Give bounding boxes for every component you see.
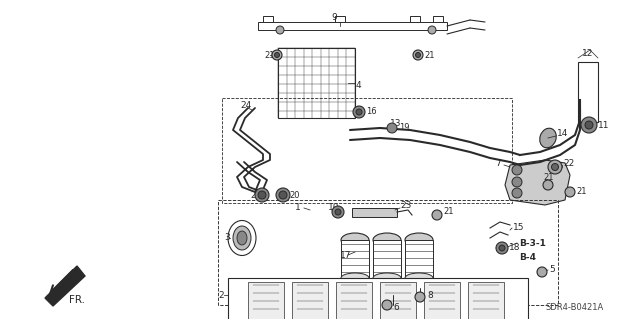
Text: 23: 23 [400, 202, 412, 211]
Ellipse shape [540, 128, 556, 148]
Text: SDR4-B0421A: SDR4-B0421A [545, 303, 604, 313]
Text: 21: 21 [264, 50, 275, 60]
Ellipse shape [233, 226, 251, 250]
Ellipse shape [405, 273, 433, 283]
Text: B-4: B-4 [519, 254, 536, 263]
Circle shape [496, 242, 508, 254]
Circle shape [552, 164, 559, 170]
Bar [228, 278, 528, 319]
Text: 5: 5 [549, 265, 555, 275]
Text: 9: 9 [331, 13, 337, 23]
Ellipse shape [405, 233, 433, 247]
Text: 16: 16 [366, 108, 376, 116]
Text: 20: 20 [289, 191, 300, 201]
Polygon shape [505, 160, 570, 205]
Bar [578, 62, 598, 122]
Bar [352, 208, 397, 217]
Bar [222, 98, 512, 203]
Bar [336, 282, 372, 319]
Circle shape [387, 123, 397, 133]
Circle shape [585, 121, 593, 129]
Circle shape [428, 26, 436, 34]
Bar [292, 282, 328, 319]
Text: 21: 21 [576, 188, 586, 197]
Text: FR.: FR. [69, 295, 85, 305]
Polygon shape [45, 266, 85, 306]
Text: 3: 3 [224, 234, 230, 242]
Circle shape [413, 50, 423, 60]
Circle shape [537, 267, 547, 277]
Circle shape [548, 160, 562, 174]
Text: 17: 17 [340, 250, 351, 259]
Bar [258, 22, 447, 30]
Circle shape [258, 191, 266, 199]
Bar [380, 282, 416, 319]
Ellipse shape [373, 273, 401, 283]
Circle shape [512, 177, 522, 187]
Text: B-3-1: B-3-1 [519, 239, 546, 248]
Circle shape [276, 26, 284, 34]
Circle shape [512, 165, 522, 175]
Text: 15: 15 [513, 224, 525, 233]
Circle shape [382, 300, 392, 310]
Circle shape [275, 53, 280, 57]
Text: 22: 22 [563, 159, 574, 167]
Bar [218, 200, 558, 305]
Bar [373, 240, 401, 278]
Circle shape [332, 206, 344, 218]
Text: 14: 14 [557, 130, 568, 138]
Circle shape [415, 53, 420, 57]
Bar [341, 240, 369, 278]
Text: 11: 11 [598, 121, 609, 130]
Ellipse shape [237, 231, 247, 245]
Circle shape [279, 191, 287, 199]
Bar [468, 282, 504, 319]
Text: 7: 7 [495, 159, 500, 167]
Circle shape [356, 109, 362, 115]
Bar [263, 16, 273, 22]
Ellipse shape [228, 220, 256, 256]
Text: 1: 1 [295, 204, 301, 212]
Text: 12: 12 [582, 48, 594, 57]
Text: 2: 2 [218, 291, 223, 300]
Circle shape [543, 180, 553, 190]
Circle shape [335, 209, 341, 215]
Circle shape [512, 188, 522, 198]
Text: 6: 6 [393, 302, 399, 311]
Text: 18: 18 [509, 243, 520, 253]
Bar [335, 16, 345, 22]
Text: 24: 24 [240, 100, 252, 109]
Ellipse shape [341, 273, 369, 283]
Circle shape [276, 188, 290, 202]
Bar [410, 16, 420, 22]
Circle shape [581, 117, 597, 133]
Text: 21: 21 [543, 174, 554, 182]
Circle shape [432, 210, 442, 220]
Text: 21: 21 [443, 207, 454, 217]
Circle shape [353, 106, 365, 118]
Text: 20: 20 [250, 190, 260, 199]
Text: 19: 19 [399, 123, 410, 132]
Text: 21: 21 [424, 50, 435, 60]
Ellipse shape [341, 233, 369, 247]
Text: 8: 8 [427, 291, 433, 300]
Text: 4: 4 [356, 80, 362, 90]
Circle shape [272, 50, 282, 60]
Bar [424, 282, 460, 319]
Circle shape [415, 292, 425, 302]
Bar [278, 48, 355, 118]
Bar [248, 282, 284, 319]
Circle shape [499, 245, 505, 251]
Ellipse shape [373, 233, 401, 247]
Circle shape [565, 187, 575, 197]
Bar [405, 240, 433, 278]
Text: 13: 13 [390, 118, 401, 128]
Circle shape [255, 188, 269, 202]
Text: 10: 10 [328, 204, 339, 212]
Bar [433, 16, 443, 22]
